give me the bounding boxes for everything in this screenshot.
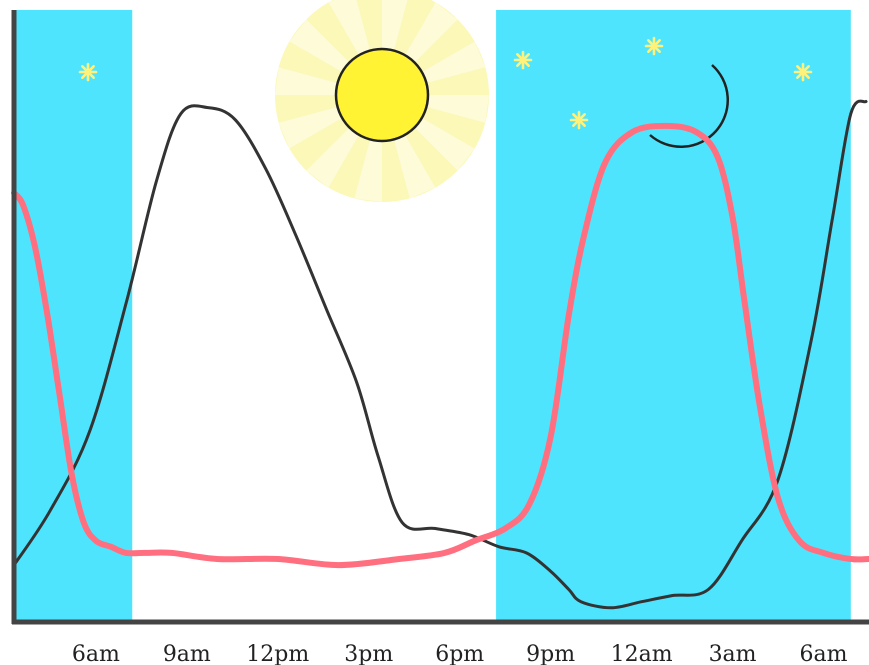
sun-icon [275, 0, 489, 202]
star-icon [793, 62, 813, 82]
star-icon [513, 50, 533, 70]
star-icon [644, 36, 664, 56]
x-tick-label: 3pm [344, 642, 393, 665]
x-tick-labels: 6am 9am 12pm 3pm 6pm 9pm 12am 3am 6am [72, 642, 848, 665]
star-icon [78, 62, 98, 82]
star-icon [569, 110, 589, 130]
series-lines [11, 99, 869, 610]
x-tick-label: 6pm [435, 642, 484, 665]
night-band-2 [496, 10, 851, 620]
series-line-dark [12, 99, 868, 610]
series-line-pink [11, 122, 869, 569]
x-tick-label: 9am [163, 642, 211, 665]
stars [78, 36, 813, 130]
night-band-1 [14, 10, 133, 620]
x-tick-label: 9pm [526, 642, 575, 665]
x-tick-label: 3am [709, 642, 757, 665]
night-bands [14, 10, 851, 620]
moon-icon [649, 64, 730, 149]
x-tick-label: 6am [800, 642, 848, 665]
x-tick-label: 12pm [246, 642, 309, 665]
x-tick-label: 6am [72, 642, 120, 665]
x-tick-label: 12am [611, 642, 673, 665]
